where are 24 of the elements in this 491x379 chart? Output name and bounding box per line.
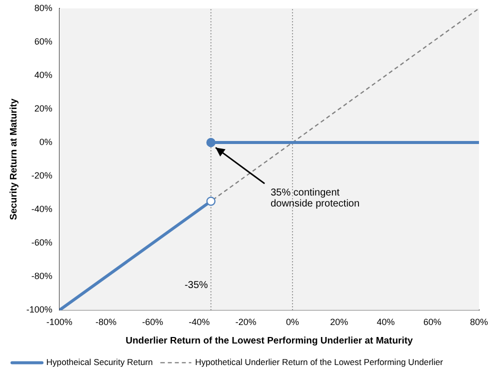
x-tick-label: 60%	[423, 317, 442, 328]
x-tick-label: 80%	[470, 317, 488, 328]
x-tick-label: 20%	[330, 317, 348, 328]
x-tick-label: -100%	[46, 317, 72, 328]
x-tick-label: -40%	[188, 317, 210, 328]
y-tick-label: 40%	[34, 70, 52, 80]
x-axis-title: Underlier Return of the Lowest Performing Underlier at Maturity	[126, 335, 414, 346]
y-tick-label: 80%	[34, 2, 52, 13]
x-tick-label: -80%	[96, 317, 117, 328]
x-tick-label: 40%	[376, 317, 395, 328]
legend-label: Hypothetical Underlier Return of the Lowest Performing Underlier	[195, 357, 444, 368]
y-axis-title: Security Return at Maturity	[8, 98, 20, 220]
y-tick-label: -40%	[31, 204, 52, 214]
x-tick-label: 0%	[286, 317, 300, 328]
y-tick-label: -60%	[31, 238, 52, 248]
y-tick-label: 60%	[34, 36, 52, 46]
legend-label: Hypotheical Security Return	[46, 357, 154, 368]
x-tick-label: -20%	[235, 317, 256, 328]
y-tick-label: 0%	[39, 137, 52, 148]
y-tick-label: 20%	[34, 103, 52, 114]
x-tick-label: -60%	[142, 317, 164, 328]
y-tick-label: -20%	[31, 170, 52, 181]
y-tick-label: -80%	[31, 271, 52, 282]
y-tick-label: -100%	[26, 304, 52, 315]
